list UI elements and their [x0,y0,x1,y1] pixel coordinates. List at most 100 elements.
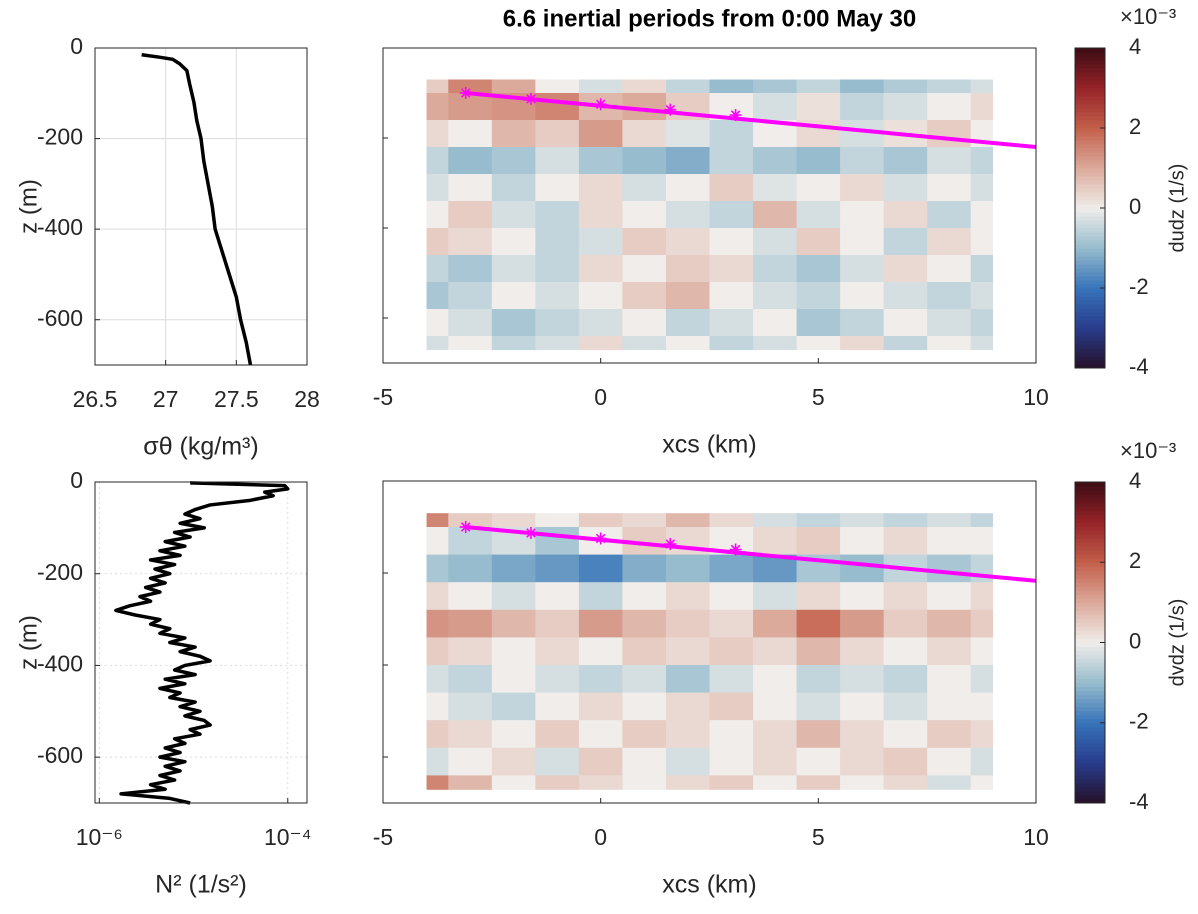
contour-cell [448,747,493,776]
y-tick-label: -400 [37,214,83,240]
contour-cell [578,201,624,229]
colorbar-swatch [1075,702,1105,708]
contour-cell [535,720,580,749]
colorbar-swatch [1075,324,1105,329]
contour-cell [970,720,994,749]
contour-cell [883,174,928,202]
colorbar-tick-label: 4 [1129,34,1141,59]
contour-cell [927,93,972,121]
colorbar-swatch [1075,276,1105,281]
contour-cell [426,147,449,175]
contour-cell [665,174,711,202]
colorbar-swatch [1075,224,1105,229]
contour-cell [796,665,841,694]
contour-cell [970,336,994,351]
colorbar-swatch [1075,88,1105,93]
contour-cell [927,692,972,721]
contour-cell [709,255,754,283]
contour-cell [535,201,580,229]
contour-cell [665,309,711,337]
colorbar-swatch [1075,84,1105,89]
track-marker [459,521,472,533]
contour-cell [709,282,754,310]
colorbar-swatch [1075,762,1105,768]
marker-stroke [595,99,606,110]
contour-cell [927,174,972,202]
contour-cell [448,228,493,256]
colorbar-swatch [1075,662,1105,668]
contour-cell [578,174,624,202]
track-line [465,525,1037,583]
track-marker [594,532,607,545]
contour-cell [448,609,493,638]
colorbar-swatch [1075,670,1105,676]
colorbar-swatch [1075,730,1105,736]
contour-cell [426,775,449,790]
contour-cell [970,79,994,94]
colorbar-swatch [1075,280,1105,285]
contour-cell [491,582,536,611]
colorbar-swatch [1075,352,1105,357]
colorbar-swatch [1075,216,1105,221]
contour-cell [927,336,972,351]
colorbar-swatch [1075,96,1105,101]
contour-cell [753,720,798,749]
contour-cell [535,120,580,148]
contour-cell [796,255,841,283]
contour-cell [448,120,493,148]
contour-cell [426,582,449,611]
contour-cell [709,336,754,351]
x-axis-label: xcs (km) [662,431,756,459]
contour-cell [448,637,493,666]
x-tick-label: 28 [294,386,320,412]
colorbar-swatch [1075,538,1105,543]
contour-cell [535,147,580,175]
contour-cell [753,527,798,556]
contour-cell [883,93,928,121]
track-marker [729,109,742,122]
contour-cell [796,174,841,202]
contour-cell [665,201,711,229]
track-marker [459,87,472,99]
contour-cell [622,609,667,638]
contour-cell [665,228,711,256]
contour-cell [535,637,580,666]
contour-cell [970,309,994,337]
colorbar-swatch [1075,168,1105,173]
colorbar-swatch [1075,320,1105,325]
colorbar-swatch [1075,140,1105,145]
contour-cell [883,527,928,556]
colorbar-tick-label: 2 [1129,548,1141,573]
colorbar-swatch [1075,798,1105,804]
contour-cell [970,609,994,638]
y-tick-label: -200 [37,559,83,585]
colorbar-swatch [1075,630,1105,635]
title: 6.6 inertial periods from 0:00 May 30 [503,5,917,32]
contour-cell [622,147,667,175]
colorbar-swatch [1075,152,1105,157]
contour-cell [840,637,885,666]
contour-cell [665,336,711,351]
contour-cell [709,147,754,175]
contour-cell [578,775,624,790]
colorbar-tick-label: -4 [1129,354,1149,379]
colorbar-swatch [1075,666,1105,672]
contour-cell [491,637,536,666]
colorbar-swatch [1075,614,1105,619]
contour-cell [883,775,928,790]
contour-cell [883,255,928,283]
colorbar-swatch [1075,626,1105,631]
contour-cell [927,527,972,556]
contour-cell [709,174,754,202]
contour-cell [709,309,754,337]
contour-cell [426,201,449,229]
contour-cell [535,527,580,556]
colorbar-swatch [1075,256,1105,261]
colorbar-tick-label: 0 [1129,628,1141,653]
colorbar-swatch [1075,718,1105,724]
contour-cell [840,93,885,121]
contour-cell [753,174,798,202]
contour-cell [927,582,972,611]
contour-cell [796,747,841,776]
colorbar-swatch [1075,602,1105,607]
